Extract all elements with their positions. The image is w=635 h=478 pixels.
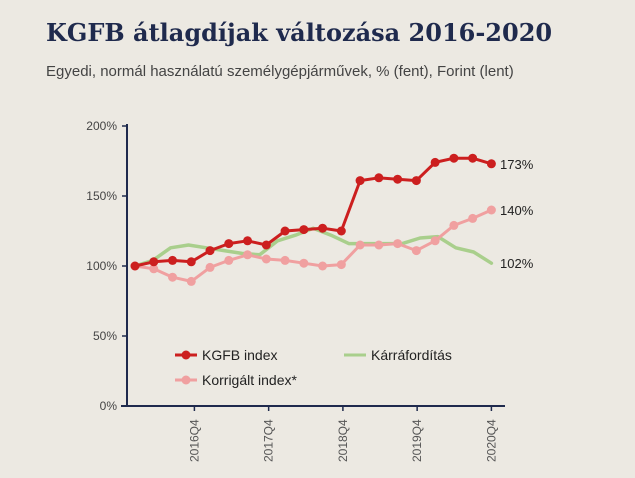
y-tick-label: 50% xyxy=(93,329,117,343)
data-point-kgfb xyxy=(449,153,459,163)
data-point-kgfb xyxy=(168,255,178,265)
data-point-korrigalt xyxy=(186,276,196,286)
data-point-korrigalt xyxy=(261,254,271,264)
data-point-kgfb xyxy=(299,225,309,235)
data-point-korrigalt xyxy=(149,264,159,274)
legend-marker-korrigalt xyxy=(181,375,191,385)
data-point-korrigalt xyxy=(243,250,253,260)
data-point-korrigalt xyxy=(336,260,346,270)
legend-label-karraforditas: Kárráfordítás xyxy=(371,347,452,363)
data-point-korrigalt xyxy=(374,240,384,250)
end-label-korrigalt: 140% xyxy=(500,203,534,218)
x-tick-label: 2016Q4 xyxy=(187,419,201,462)
x-tick-label: 2017Q4 xyxy=(262,419,276,462)
data-point-kgfb xyxy=(411,176,421,186)
chart-subtitle: Egyedi, normál használatú személygépjárm… xyxy=(46,63,514,80)
data-point-kgfb xyxy=(130,261,140,271)
data-point-korrigalt xyxy=(411,246,421,256)
x-tick-label: 2018Q4 xyxy=(336,419,350,462)
data-point-kgfb xyxy=(430,157,440,167)
legend-label-korrigalt: Korrigált index* xyxy=(202,372,297,388)
data-point-kgfb xyxy=(318,223,328,233)
legend-label-kgfb: KGFB index xyxy=(202,347,277,363)
data-point-kgfb xyxy=(261,240,271,250)
data-point-korrigalt xyxy=(393,239,403,249)
data-point-korrigalt xyxy=(280,255,290,265)
y-tick-label: 100% xyxy=(86,259,117,273)
end-label-karraforditas: 102% xyxy=(500,256,534,271)
data-point-kgfb xyxy=(186,257,196,267)
data-point-korrigalt xyxy=(430,236,440,246)
data-point-korrigalt xyxy=(205,262,215,272)
legend-marker-kgfb xyxy=(181,350,191,360)
end-label-kgfb: 173% xyxy=(500,157,534,172)
y-tick-label: 200% xyxy=(86,119,117,133)
data-point-kgfb xyxy=(468,153,478,163)
data-point-korrigalt xyxy=(449,220,459,230)
data-point-kgfb xyxy=(393,174,403,184)
data-point-kgfb xyxy=(355,176,365,186)
data-point-korrigalt xyxy=(468,213,478,223)
x-tick-label: 2020Q4 xyxy=(484,419,498,462)
data-point-korrigalt xyxy=(355,240,365,250)
series-line-kgfb xyxy=(133,156,493,268)
data-point-kgfb xyxy=(374,173,384,183)
chart-title: KGFB átlagdíjak változása 2016-2020 xyxy=(46,18,553,47)
data-point-kgfb xyxy=(224,239,234,249)
y-tick-label: 0% xyxy=(100,399,118,413)
data-point-kgfb xyxy=(149,257,159,267)
data-point-kgfb xyxy=(243,236,253,246)
data-point-kgfb xyxy=(486,159,496,169)
data-point-korrigalt xyxy=(318,261,328,271)
x-tick-label: 2019Q4 xyxy=(410,419,424,462)
data-point-kgfb xyxy=(280,226,290,236)
data-point-kgfb xyxy=(336,226,346,236)
y-tick-label: 150% xyxy=(86,189,117,203)
data-point-korrigalt xyxy=(224,255,234,265)
data-point-korrigalt xyxy=(299,258,309,268)
data-point-korrigalt xyxy=(486,205,496,215)
data-point-korrigalt xyxy=(168,272,178,282)
data-point-kgfb xyxy=(205,246,215,256)
